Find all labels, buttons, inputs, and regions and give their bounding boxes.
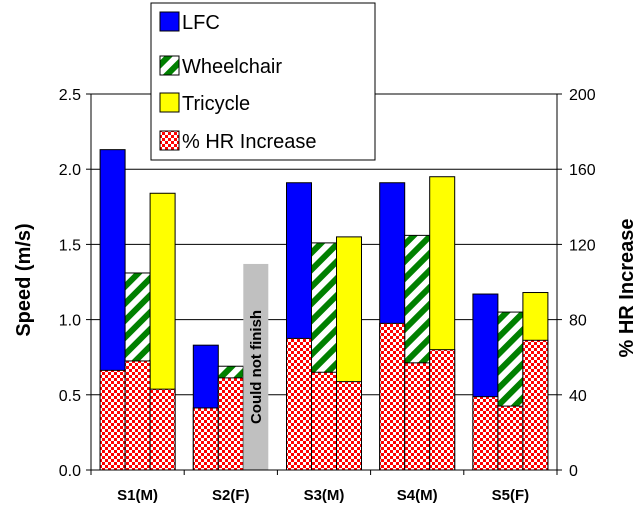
- legend-label-lfc: LFC: [182, 12, 220, 34]
- y-tick-label: 2.5: [59, 87, 81, 104]
- bar-hr-increase: [124, 360, 151, 471]
- x-tick-label: S2(F): [212, 487, 250, 504]
- y2-tick-label: 120: [569, 237, 596, 254]
- bars: [99, 149, 549, 471]
- left-axis-ticks: 0.0 0.5 1.0 1.5 2.0 2.5: [59, 87, 91, 480]
- legend-swatch-lfc: [159, 11, 180, 32]
- y2-tick-label: 40: [569, 388, 587, 405]
- bar-hr-increase: [472, 396, 499, 471]
- legend-label-hr-increase: % HR Increase: [182, 131, 317, 153]
- y-tick-label: 1.5: [59, 237, 81, 254]
- legend-swatch-tricycle: [159, 92, 180, 113]
- y-tick-label: 2.0: [59, 162, 81, 179]
- y-tick-label: 1.0: [59, 313, 81, 330]
- bar-hr-increase: [149, 388, 176, 471]
- legend-label-wheelchair: Wheelchair: [182, 56, 282, 78]
- y2-tick-label: 0: [569, 463, 578, 480]
- bar-hr-increase: [217, 377, 244, 471]
- y2-axis-title: % HR Increase: [616, 219, 638, 358]
- y-axis-title: Speed (m/s): [13, 223, 35, 336]
- legend-box: [150, 2, 376, 161]
- bar-hr-increase: [497, 405, 524, 471]
- legend-swatch-hr-increase: [159, 130, 180, 151]
- bar-hr-increase: [192, 407, 219, 471]
- annotation-box: [243, 263, 269, 470]
- x-tick-label: S5(F): [492, 487, 530, 504]
- y-tick-label: 0.0: [59, 463, 81, 480]
- x-tick-label: S3(M): [304, 487, 345, 504]
- bar-hr-increase: [429, 349, 456, 471]
- right-axis-ticks: 0 40 80 120 160 200: [557, 87, 596, 480]
- bar-hr-increase: [286, 337, 312, 471]
- bar-hr-increase: [336, 381, 362, 471]
- y-tick-label: 0.5: [59, 388, 81, 405]
- y2-tick-label: 200: [569, 87, 596, 104]
- bar-hr-increase: [404, 362, 431, 471]
- legend-swatch-wheelchair: [159, 55, 180, 76]
- bar-hr-increase: [311, 371, 337, 471]
- bar-hr-increase: [522, 339, 549, 471]
- x-axis-ticks: S1(M) S2(F) S3(M) S4(M) S5(F): [90, 470, 558, 504]
- legend: LFC Wheelchair Tricycle % HR Increase: [150, 2, 376, 161]
- bar-hr-increase: [379, 322, 406, 471]
- annotation-text: Could not finish: [248, 310, 265, 424]
- legend-label-tricycle: Tricycle: [182, 93, 250, 115]
- y2-tick-label: 160: [569, 162, 596, 179]
- x-tick-label: S4(M): [397, 487, 438, 504]
- x-tick-label: S1(M): [117, 487, 158, 504]
- axes: [90, 94, 558, 471]
- bar-hr-increase: [99, 369, 126, 471]
- annotation: Could not finish: [243, 263, 269, 470]
- y2-tick-label: 80: [569, 313, 587, 330]
